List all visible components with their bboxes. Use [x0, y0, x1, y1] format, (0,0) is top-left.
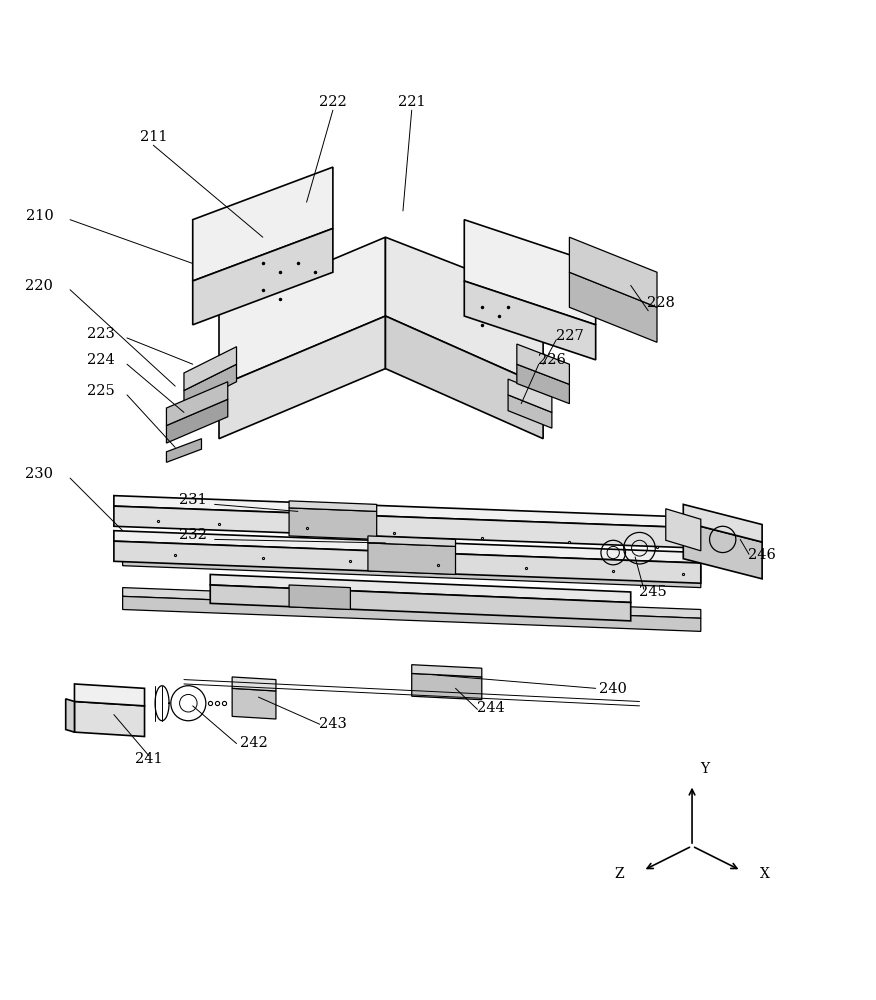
Polygon shape — [219, 316, 385, 439]
Text: 226: 226 — [538, 353, 566, 367]
Polygon shape — [74, 701, 145, 737]
Text: 244: 244 — [477, 701, 505, 715]
Polygon shape — [412, 673, 482, 700]
Text: 232: 232 — [179, 528, 207, 542]
Polygon shape — [66, 699, 74, 732]
Text: 230: 230 — [25, 467, 53, 481]
Text: 241: 241 — [135, 752, 163, 766]
Polygon shape — [569, 272, 657, 342]
Polygon shape — [114, 496, 701, 528]
Polygon shape — [517, 364, 569, 404]
Text: 243: 243 — [319, 717, 347, 731]
Text: 246: 246 — [748, 548, 776, 562]
Polygon shape — [184, 347, 237, 390]
Polygon shape — [412, 665, 482, 677]
Polygon shape — [193, 167, 333, 281]
Polygon shape — [464, 281, 596, 360]
Text: 228: 228 — [647, 296, 675, 310]
Polygon shape — [569, 237, 657, 307]
Polygon shape — [114, 541, 701, 583]
Polygon shape — [508, 395, 552, 428]
Text: 245: 245 — [639, 585, 667, 599]
Text: X: X — [760, 867, 770, 881]
Text: 222: 222 — [319, 95, 347, 109]
Polygon shape — [683, 504, 762, 542]
Polygon shape — [232, 688, 276, 719]
Text: 221: 221 — [398, 95, 426, 109]
Polygon shape — [517, 344, 569, 384]
Text: 225: 225 — [87, 384, 115, 398]
Polygon shape — [368, 536, 456, 546]
Polygon shape — [385, 237, 543, 386]
Polygon shape — [123, 500, 701, 531]
Polygon shape — [123, 588, 701, 618]
Polygon shape — [193, 228, 333, 325]
Polygon shape — [166, 399, 228, 443]
Polygon shape — [166, 439, 201, 462]
Text: 227: 227 — [555, 329, 583, 343]
Text: 223: 223 — [87, 327, 115, 341]
Polygon shape — [123, 553, 701, 588]
Polygon shape — [210, 574, 631, 602]
Text: 224: 224 — [87, 353, 115, 367]
Polygon shape — [184, 364, 237, 408]
Polygon shape — [464, 220, 596, 325]
Polygon shape — [289, 585, 350, 609]
Polygon shape — [210, 585, 631, 621]
Polygon shape — [123, 596, 701, 631]
Polygon shape — [123, 544, 701, 574]
Polygon shape — [289, 508, 377, 539]
Polygon shape — [114, 531, 701, 563]
Polygon shape — [368, 543, 456, 574]
Text: 220: 220 — [25, 279, 53, 293]
Polygon shape — [385, 316, 543, 439]
Polygon shape — [666, 509, 701, 551]
Text: 242: 242 — [240, 736, 268, 750]
Polygon shape — [508, 379, 552, 412]
Polygon shape — [683, 522, 762, 579]
Polygon shape — [219, 237, 385, 386]
Polygon shape — [232, 677, 276, 691]
Text: 211: 211 — [139, 130, 167, 144]
Text: 231: 231 — [179, 493, 207, 507]
Polygon shape — [74, 684, 145, 706]
Polygon shape — [289, 501, 377, 511]
Text: 210: 210 — [25, 209, 53, 223]
Text: 240: 240 — [599, 682, 627, 696]
Text: Z: Z — [614, 867, 624, 881]
Polygon shape — [123, 509, 701, 544]
Polygon shape — [166, 382, 228, 426]
Polygon shape — [114, 506, 701, 548]
Text: Y: Y — [701, 762, 710, 776]
